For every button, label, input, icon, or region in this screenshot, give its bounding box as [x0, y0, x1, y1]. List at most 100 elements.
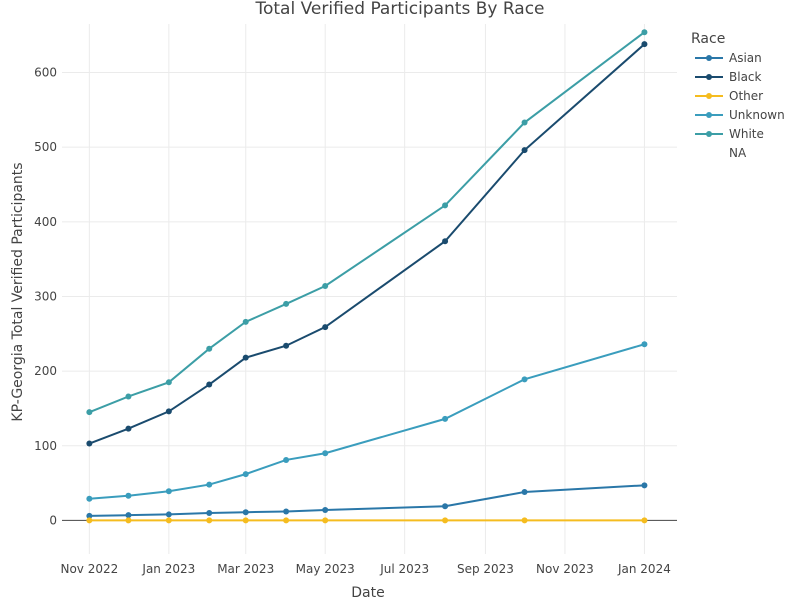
data-point	[165, 511, 172, 518]
data-point	[242, 354, 249, 361]
series-unknown	[86, 341, 648, 502]
data-point	[521, 489, 528, 496]
data-point	[442, 503, 449, 510]
data-point	[206, 345, 213, 352]
x-axis-ticks: Nov 2022 Jan 2023 Mar 2023 May 2023 Jul 2023…	[60, 562, 670, 576]
series-line	[89, 484, 645, 517]
data-point	[86, 495, 93, 502]
y-tick-label: 0	[49, 513, 57, 527]
data-point	[641, 482, 648, 489]
legend-item-black[interactable]: Black	[695, 70, 762, 84]
data-point	[165, 379, 172, 386]
legend-marker	[706, 112, 712, 118]
x-tick-label: Mar 2023	[217, 562, 274, 576]
y-axis-title: KP-Georgia Total Verified Participants	[10, 162, 26, 421]
data-point	[322, 283, 329, 290]
data-point	[641, 341, 648, 348]
data-point	[521, 376, 528, 383]
data-point	[442, 238, 449, 245]
data-point	[521, 147, 528, 154]
legend-marker	[706, 131, 712, 137]
data-point	[206, 381, 213, 388]
y-axis-ticks: 0 100 200 300 400 500 600	[34, 66, 57, 528]
legend-item-asian[interactable]: Asian	[695, 51, 762, 65]
data-point	[165, 517, 172, 524]
series-line	[88, 31, 646, 414]
data-point	[125, 393, 132, 400]
data-point	[283, 342, 290, 349]
y-tick-label: 300	[34, 289, 57, 303]
data-point	[641, 41, 648, 48]
x-tick-label: Jan 2023	[141, 562, 195, 576]
plot-series	[86, 29, 648, 524]
x-tick-label: Sep 2023	[457, 562, 514, 576]
chart-title: Total Verified Participants By Race	[255, 0, 545, 19]
data-point	[242, 471, 249, 478]
y-tick-label: 100	[34, 439, 57, 453]
data-point	[125, 492, 132, 499]
series-black	[86, 41, 648, 447]
data-point	[206, 517, 213, 524]
data-point	[125, 517, 132, 524]
legend-item-other[interactable]: Other	[695, 89, 763, 103]
data-point	[242, 517, 249, 524]
data-point	[165, 488, 172, 495]
legend-label: White	[729, 127, 764, 141]
data-point	[86, 517, 93, 524]
legend-title: Race	[691, 31, 725, 47]
y-tick-label: 200	[34, 364, 57, 378]
legend-item-na[interactable]: NA	[729, 146, 747, 160]
data-point	[242, 509, 249, 516]
data-point	[521, 119, 528, 126]
data-point	[521, 517, 528, 524]
data-point	[442, 415, 449, 422]
data-point	[283, 300, 290, 307]
legend-marker	[706, 93, 712, 99]
legend-item-white[interactable]: White	[695, 127, 764, 141]
data-point	[442, 202, 449, 209]
data-point	[86, 409, 93, 416]
x-tick-label: Jul 2023	[379, 562, 429, 576]
legend-label: Other	[729, 89, 763, 103]
y-tick-label: 500	[34, 140, 57, 154]
series-other	[86, 517, 648, 524]
series-line	[89, 43, 646, 445]
data-point	[283, 508, 290, 515]
legend-item-unknown[interactable]: Unknown	[695, 108, 785, 122]
data-point	[86, 440, 93, 447]
legend-label: NA	[729, 146, 747, 160]
legend-marker	[706, 74, 712, 80]
y-tick-label: 600	[34, 66, 57, 80]
data-point	[283, 517, 290, 524]
x-axis-title: Date	[351, 585, 384, 600]
data-point	[322, 506, 329, 513]
series-asian	[86, 482, 648, 519]
legend-label: Unknown	[729, 108, 785, 122]
data-point	[165, 408, 172, 415]
data-point	[322, 324, 329, 331]
series-line	[89, 343, 645, 500]
y-tick-label: 400	[34, 215, 57, 229]
x-tick-label: Nov 2022	[60, 562, 118, 576]
data-point	[641, 517, 648, 524]
legend-label: Black	[729, 70, 762, 84]
grid	[62, 24, 677, 554]
data-point	[641, 29, 648, 36]
data-point	[242, 318, 249, 325]
data-point	[86, 512, 93, 519]
data-point	[283, 456, 290, 463]
legend-marker	[706, 55, 712, 61]
legend: Race Asian Black Other Unknown White NA	[691, 31, 785, 160]
data-point	[442, 517, 449, 524]
data-point	[125, 512, 132, 519]
data-point	[125, 425, 132, 432]
data-point	[322, 517, 329, 524]
x-tick-label: Jan 2024	[617, 562, 671, 576]
series-white	[86, 29, 648, 416]
data-point	[322, 450, 329, 457]
legend-label: Asian	[729, 51, 762, 65]
data-point	[206, 509, 213, 516]
data-point	[206, 481, 213, 488]
x-tick-label: May 2023	[296, 562, 355, 576]
